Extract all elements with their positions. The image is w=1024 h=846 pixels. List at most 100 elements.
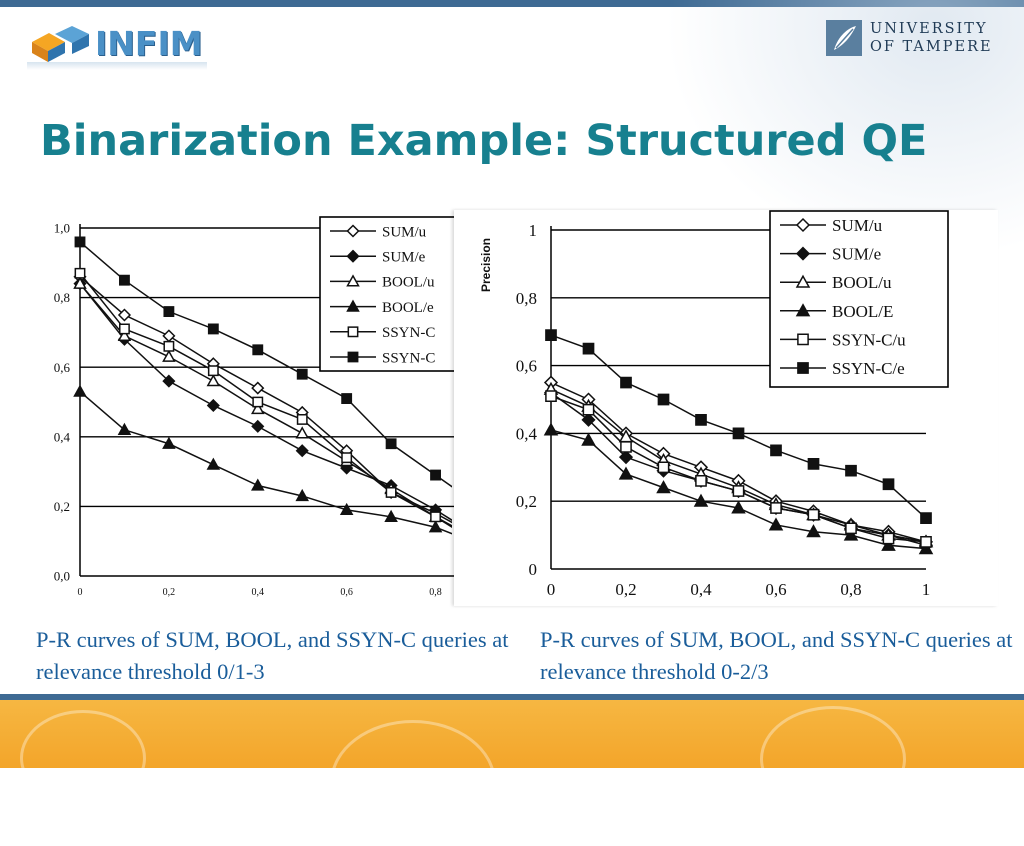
data-point [385, 487, 397, 498]
data-point [428, 520, 443, 533]
x-tick-label: 0,6 [340, 587, 353, 598]
infim-logo: INFIM [27, 22, 207, 70]
data-point [430, 469, 441, 481]
infim-logo-text: INFIM [95, 24, 203, 63]
data-point [162, 436, 176, 449]
x-tick-label: 0,6 [765, 580, 786, 599]
data-point [920, 512, 932, 524]
data-point [341, 393, 353, 404]
data-point [618, 466, 634, 480]
slide-title: Binarization Example: Structured QE [40, 116, 928, 166]
university-name-line1: UNIVERSITY [870, 21, 988, 37]
legend-label: SUM/e [832, 245, 881, 264]
legend-marker [797, 333, 809, 346]
x-tick-label: 0 [547, 580, 556, 599]
legend-marker [795, 274, 811, 288]
legend-label: SUM/e [382, 249, 426, 265]
data-point [251, 401, 265, 415]
caption-left: P-R curves of SUM, BOOL, and SSYN-C quer… [36, 627, 509, 684]
cube-logo-icon [32, 26, 89, 62]
data-point [920, 536, 932, 548]
data-point [207, 365, 219, 377]
data-point [73, 276, 87, 289]
x-tick-label: 0,8 [840, 580, 861, 599]
legend-marker [346, 249, 360, 263]
legend-label: SSYN-C [382, 350, 435, 366]
data-point [806, 524, 821, 538]
data-point [117, 422, 132, 435]
data-point [251, 478, 265, 491]
y-tick-label: 0 [529, 560, 538, 579]
data-point [339, 502, 354, 516]
data-point [657, 393, 670, 406]
data-point [74, 267, 86, 279]
data-point [768, 517, 784, 531]
x-tick-label: 0,2 [615, 580, 636, 599]
pr-curve-chart-left: 0,0 0,2 0,4 0,6 0,8 1,0 0 0,2 0,4 0,6 0,8 SUM/u SUM/… [54, 216, 522, 598]
data-point [295, 444, 309, 458]
x-tick-label: 0,4 [252, 587, 265, 598]
data-point [206, 398, 220, 413]
data-point [295, 488, 309, 502]
data-point [295, 426, 309, 439]
x-tick-label: 0 [78, 587, 83, 598]
data-point [582, 403, 595, 416]
data-point [770, 444, 782, 457]
footer-swirl [330, 720, 496, 846]
y-tick-label: 1,0 [54, 221, 70, 236]
data-point [731, 500, 746, 514]
legend-marker [346, 274, 360, 287]
legend-label: SUM/u [832, 216, 883, 235]
pr-curve-chart-right: 0 0,2 0,4 0,6 0,8 1 0 0,2 0,4 0,6 0,8 1 Precision SUM… [479, 210, 949, 599]
data-point [252, 396, 264, 408]
data-point [695, 413, 707, 426]
data-point [620, 441, 632, 453]
y-tick-label: 0,4 [516, 424, 538, 443]
data-point [119, 274, 130, 286]
footer-swirl [760, 706, 906, 812]
y-tick-label: 0,2 [516, 492, 537, 511]
logo-reflection [27, 62, 207, 70]
data-point [657, 461, 670, 474]
data-point [119, 323, 130, 335]
series-line [550, 381, 927, 543]
data-point [251, 419, 265, 433]
data-point [732, 485, 745, 497]
data-point [545, 329, 557, 341]
legend-marker [795, 303, 811, 317]
data-point [882, 478, 895, 491]
data-point [845, 464, 857, 477]
x-tick-label: 1 [922, 580, 931, 599]
legend-label: SSYN-C [382, 325, 435, 341]
data-point [162, 329, 176, 343]
y-tick-label: 0,4 [54, 429, 71, 444]
data-point [296, 413, 308, 425]
legend-label: SSYN-C/u [832, 330, 906, 349]
caption-right: P-R curves of SUM, BOOL, and SSYN-C quer… [540, 627, 1013, 684]
data-point [207, 323, 219, 335]
legend-marker [346, 224, 360, 238]
legend-marker [347, 351, 359, 363]
data-point [251, 381, 265, 395]
data-point [693, 493, 709, 507]
data-point [582, 342, 595, 355]
data-point [882, 532, 895, 545]
data-point [206, 374, 221, 387]
y-tick-label: 0,6 [516, 357, 537, 376]
legend-marker [347, 326, 359, 338]
y-tick-label: 0,2 [54, 499, 70, 514]
data-point [73, 384, 87, 397]
data-point [206, 457, 221, 470]
legend-label: BOOL/e [382, 300, 434, 316]
data-point [843, 527, 859, 541]
legend-label: BOOL/E [832, 302, 893, 321]
data-point [545, 390, 557, 402]
data-point [770, 502, 782, 514]
series-line [550, 395, 927, 543]
data-point [581, 432, 596, 446]
data-point [117, 328, 132, 342]
y-tick-label: 0,6 [54, 360, 71, 375]
legend-label: SUM/u [382, 224, 427, 240]
data-point [74, 236, 86, 248]
series-line [550, 388, 927, 543]
